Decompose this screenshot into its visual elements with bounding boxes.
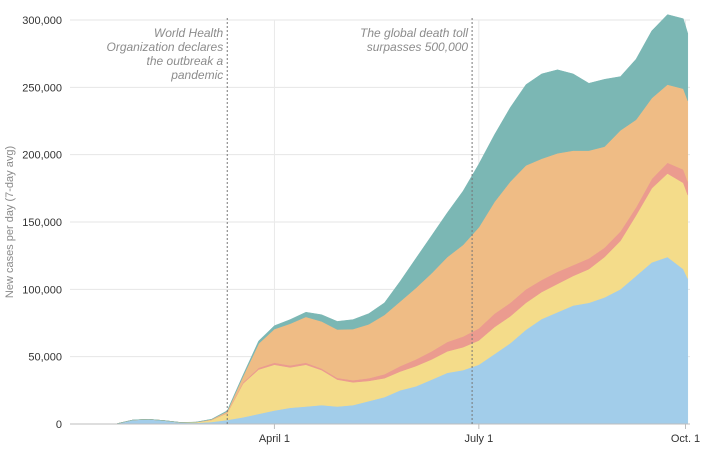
annotation-line: the outbreak a <box>147 54 224 68</box>
x-tick-label: April 1 <box>259 433 290 445</box>
annotation-line: World Health <box>154 26 224 40</box>
series-area-5 <box>117 14 689 424</box>
y-tick-label: 0 <box>56 419 62 431</box>
annotation-line: The global death toll <box>360 26 468 40</box>
event-annotation-1: World Health Organization declares the out… <box>107 26 224 82</box>
event-annotation-2: The global death toll surpasses 500,000 <box>360 26 468 54</box>
y-tick-label: 300,000 <box>22 15 62 27</box>
y-tick-label: 100,000 <box>22 284 62 296</box>
x-tick-label: July 1 <box>464 433 493 445</box>
overlay-layer: World Health Organization declares the out… <box>70 18 690 425</box>
series-areas <box>116 14 689 425</box>
y-axis-title: New cases per day (7-day avg) <box>4 146 16 298</box>
annotation-line: surpasses 500,000 <box>367 40 469 54</box>
y-tick-label: 250,000 <box>22 82 62 94</box>
annotation-line: Organization declares <box>107 40 224 54</box>
x-tick-label: Oct. 1 <box>671 433 700 445</box>
y-tick-label: 150,000 <box>22 217 62 229</box>
annotation-line: pandemic <box>170 68 223 82</box>
y-tick-label: 50,000 <box>28 352 62 364</box>
y-tick-label: 200,000 <box>22 150 62 162</box>
